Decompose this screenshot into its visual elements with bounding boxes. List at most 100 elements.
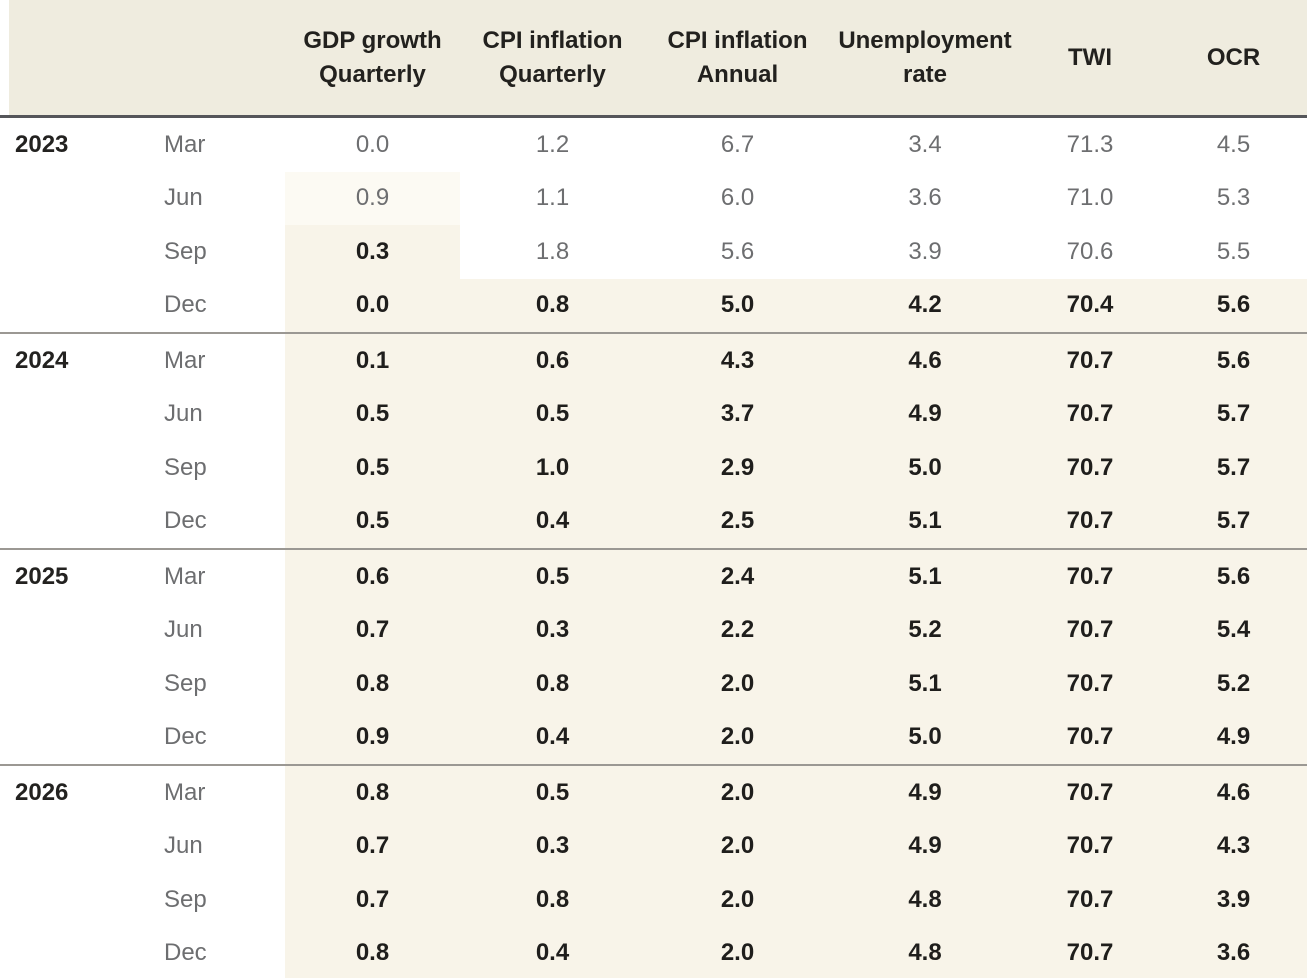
value-cell-ocr: 4.9 (1160, 710, 1307, 765)
table-row: Dec 0.9 0.4 2.0 5.0 70.7 4.9 (0, 710, 1307, 765)
month-label: Mar (150, 332, 285, 388)
table-row: 2024 Mar 0.1 0.6 4.3 4.6 70.7 5.6 (0, 332, 1307, 388)
value-cell-ocr: 5.6 (1160, 278, 1307, 333)
value-cell-unemployment_rate: 4.8 (830, 926, 1020, 978)
value-cell-unemployment_rate: 4.9 (830, 387, 1020, 441)
table-row: Sep 0.3 1.8 5.6 3.9 70.6 5.5 (0, 225, 1307, 279)
value-cell-gdp_growth_quarterly: 0.1 (285, 332, 460, 388)
column-header-line2: rate (902, 60, 948, 88)
value-cell-cpi_inflation_quarterly: 1.2 (460, 116, 645, 172)
year-label (0, 441, 150, 495)
value-cell-cpi_inflation_annual: 2.0 (645, 926, 830, 978)
value-cell-gdp_growth_quarterly: 0.3 (285, 225, 460, 279)
value-cell-twi: 70.7 (1020, 819, 1160, 873)
month-label: Sep (150, 873, 285, 927)
column-header-line1: OCR (1206, 43, 1261, 71)
value-cell-cpi_inflation_quarterly: 1.1 (460, 171, 645, 225)
value-cell-unemployment_rate: 5.0 (830, 710, 1020, 765)
value-cell-unemployment_rate: 4.9 (830, 819, 1020, 873)
month-label: Dec (150, 926, 285, 978)
value-cell-cpi_inflation_annual: 3.7 (645, 387, 830, 441)
value-cell-gdp_growth_quarterly: 0.6 (285, 548, 460, 604)
table-body: 2023 Mar 0.0 1.2 6.7 3.4 71.3 4.5 Jun 0.9 1.1 6.0 3.… (0, 116, 1307, 978)
value-cell-gdp_growth_quarterly: 0.0 (285, 116, 460, 172)
month-label: Jun (150, 171, 285, 225)
value-cell-cpi_inflation_annual: 2.0 (645, 657, 830, 711)
value-cell-cpi_inflation_annual: 5.6 (645, 225, 830, 279)
value-cell-ocr: 3.6 (1160, 926, 1307, 978)
value-cell-gdp_growth_quarterly: 0.5 (285, 441, 460, 495)
value-cell-unemployment_rate: 3.6 (830, 171, 1020, 225)
table-row: Dec 0.5 0.4 2.5 5.1 70.7 5.7 (0, 494, 1307, 549)
value-cell-cpi_inflation_quarterly: 1.8 (460, 225, 645, 279)
year-label: 2026 (0, 764, 150, 820)
value-cell-twi: 70.7 (1020, 603, 1160, 657)
value-cell-cpi_inflation_quarterly: 0.6 (460, 332, 645, 388)
value-cell-ocr: 4.6 (1160, 764, 1307, 820)
value-cell-twi: 71.0 (1020, 171, 1160, 225)
year-label (0, 873, 150, 927)
column-header-gdp_growth_quarterly: GDP growth Quarterly (285, 0, 460, 118)
column-header-line1: Unemployment (838, 26, 1012, 54)
value-cell-unemployment_rate: 5.0 (830, 441, 1020, 495)
value-cell-twi: 70.7 (1020, 387, 1160, 441)
header-spacer (0, 0, 150, 118)
year-label (0, 225, 150, 279)
value-cell-cpi_inflation_annual: 2.4 (645, 548, 830, 604)
value-cell-gdp_growth_quarterly: 0.5 (285, 494, 460, 549)
value-cell-twi: 70.4 (1020, 278, 1160, 333)
table-row: Sep 0.8 0.8 2.0 5.1 70.7 5.2 (0, 657, 1307, 711)
value-cell-gdp_growth_quarterly: 0.8 (285, 657, 460, 711)
value-cell-ocr: 5.7 (1160, 494, 1307, 549)
value-cell-ocr: 3.9 (1160, 873, 1307, 927)
month-label: Jun (150, 603, 285, 657)
year-label (0, 171, 150, 225)
value-cell-unemployment_rate: 5.1 (830, 494, 1020, 549)
value-cell-cpi_inflation_quarterly: 0.3 (460, 819, 645, 873)
value-cell-cpi_inflation_quarterly: 0.5 (460, 764, 645, 820)
year-label (0, 278, 150, 333)
value-cell-unemployment_rate: 3.4 (830, 116, 1020, 172)
value-cell-ocr: 5.3 (1160, 171, 1307, 225)
year-label (0, 494, 150, 549)
column-header-line1: GDP growth (303, 26, 442, 54)
value-cell-cpi_inflation_quarterly: 0.4 (460, 926, 645, 978)
value-cell-unemployment_rate: 5.1 (830, 548, 1020, 604)
column-header-line1: CPI inflation (667, 26, 808, 54)
value-cell-twi: 70.7 (1020, 548, 1160, 604)
table-row: Dec 0.8 0.4 2.0 4.8 70.7 3.6 (0, 926, 1307, 978)
value-cell-twi: 70.7 (1020, 710, 1160, 765)
value-cell-gdp_growth_quarterly: 0.7 (285, 873, 460, 927)
table-row: Jun 0.7 0.3 2.2 5.2 70.7 5.4 (0, 603, 1307, 657)
column-header-line2: Quarterly (499, 60, 606, 88)
value-cell-unemployment_rate: 5.2 (830, 603, 1020, 657)
value-cell-gdp_growth_quarterly: 0.9 (285, 710, 460, 765)
table-row: 2026 Mar 0.8 0.5 2.0 4.9 70.7 4.6 (0, 764, 1307, 820)
value-cell-cpi_inflation_annual: 4.3 (645, 332, 830, 388)
year-label: 2025 (0, 548, 150, 604)
value-cell-twi: 70.7 (1020, 873, 1160, 927)
column-header-line2: Quarterly (319, 60, 426, 88)
month-label: Sep (150, 441, 285, 495)
table-row: Jun 0.7 0.3 2.0 4.9 70.7 4.3 (0, 819, 1307, 873)
value-cell-cpi_inflation_annual: 2.2 (645, 603, 830, 657)
value-cell-cpi_inflation_quarterly: 0.4 (460, 494, 645, 549)
year-label (0, 657, 150, 711)
column-header-unemployment_rate: Unemployment rate (830, 0, 1020, 118)
column-header-cpi_inflation_quarterly: CPI inflation Quarterly (460, 0, 645, 118)
month-label: Dec (150, 278, 285, 333)
value-cell-cpi_inflation_quarterly: 0.8 (460, 873, 645, 927)
table-row: 2025 Mar 0.6 0.5 2.4 5.1 70.7 5.6 (0, 548, 1307, 604)
value-cell-ocr: 5.6 (1160, 332, 1307, 388)
value-cell-ocr: 4.5 (1160, 116, 1307, 172)
value-cell-twi: 70.7 (1020, 494, 1160, 549)
value-cell-cpi_inflation_annual: 2.0 (645, 819, 830, 873)
table-row: Jun 0.9 1.1 6.0 3.6 71.0 5.3 (0, 171, 1307, 225)
month-label: Sep (150, 657, 285, 711)
value-cell-cpi_inflation_annual: 2.0 (645, 873, 830, 927)
value-cell-unemployment_rate: 3.9 (830, 225, 1020, 279)
value-cell-twi: 70.7 (1020, 764, 1160, 820)
month-label: Mar (150, 764, 285, 820)
month-label: Jun (150, 387, 285, 441)
